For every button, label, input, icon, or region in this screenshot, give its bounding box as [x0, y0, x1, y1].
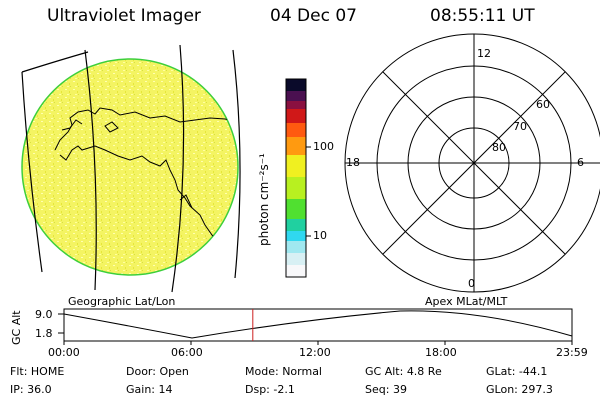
- app-title: Ultraviolet Imager: [47, 6, 201, 26]
- date-label: 04 Dec 07: [270, 6, 357, 26]
- info-dsp: Dsp: -2.1: [245, 383, 295, 396]
- lon-grid: [21, 44, 241, 293]
- info-mode: Mode: Normal: [245, 365, 322, 378]
- info-seq: Seq: 39: [365, 383, 407, 396]
- xtick-0600: 06:00: [171, 346, 203, 359]
- polar-grid: [344, 33, 600, 293]
- xtick-1200: 12:00: [299, 346, 331, 359]
- info-flt: Flt: HOME: [10, 365, 65, 378]
- colorbar: [285, 78, 311, 278]
- apex-label: Apex MLat/MLT: [425, 295, 508, 308]
- time-label: 08:55:11 UT: [430, 6, 535, 26]
- earth-image: [21, 44, 241, 293]
- xtick-0000: 00:00: [48, 346, 80, 359]
- info-glat: GLat: -44.1: [486, 365, 548, 378]
- altitude-plot: [58, 308, 573, 345]
- earth-disk: [21, 58, 239, 276]
- colorbar-unit-label: photon cm⁻²s⁻¹: [257, 153, 271, 246]
- mlt-label-6: 6: [577, 156, 584, 169]
- altitude-curve: [63, 310, 573, 339]
- info-glon: GLon: 297.3: [486, 383, 553, 396]
- lat-label-80: 80: [492, 141, 506, 154]
- xtick-2359: 23:59: [556, 346, 588, 359]
- coastlines: [54, 107, 238, 257]
- geographic-label: Geographic Lat/Lon: [68, 295, 176, 308]
- info-door: Door: Open: [126, 365, 189, 378]
- mlt-label-12: 12: [477, 47, 491, 60]
- lat-label-70: 70: [513, 120, 527, 133]
- lat-label-60: 60: [536, 98, 550, 111]
- mlt-label-18: 18: [346, 156, 360, 169]
- info-gc-alt: GC Alt: 4.8 Re: [365, 365, 442, 378]
- colorbar-tick-10: 10: [313, 229, 327, 242]
- xtick-1800: 18:00: [425, 346, 457, 359]
- info-ip: IP: 36.0: [10, 383, 52, 396]
- info-gain: Gain: 14: [126, 383, 173, 396]
- mlt-label-0: 0: [468, 277, 475, 290]
- colorbar-tick-100: 100: [313, 140, 334, 153]
- altitude-ylabel: GC Alt: [10, 310, 23, 345]
- altitude-ytick-1: 1.8: [35, 327, 53, 340]
- altitude-ytick-9: 9.0: [35, 308, 53, 321]
